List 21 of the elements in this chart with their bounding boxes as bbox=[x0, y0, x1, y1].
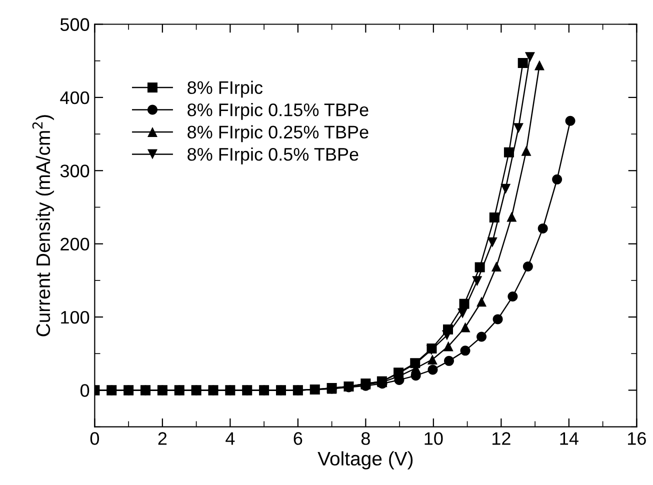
y-tick-label: 400 bbox=[60, 91, 90, 104]
x-tick-label: 6 bbox=[294, 432, 302, 445]
x-tick-label: 8 bbox=[361, 432, 370, 445]
legend-label: 8% FIrpic 0.5% TBPe bbox=[188, 148, 358, 164]
x-tick-label: 10 bbox=[424, 432, 443, 445]
x-tick-label: 0 bbox=[90, 432, 99, 445]
y-tick-label: 0 bbox=[80, 384, 90, 397]
legend-label: 8% FIrpic 0.15% TBPe bbox=[188, 103, 368, 120]
y-tick-label: 100 bbox=[61, 310, 90, 324]
legend-label: 8% FIrpic bbox=[188, 80, 263, 98]
y-tick-label: 300 bbox=[60, 164, 90, 178]
x-axis-title: Voltage (V) bbox=[318, 451, 413, 470]
legend-label: 8% FIrpic 0.25% TBPe bbox=[188, 125, 368, 142]
y-axis-title: Current Density (mA/cm$^{2}$) bbox=[32, 115, 54, 336]
x-tick-label: 4 bbox=[226, 432, 235, 445]
x-tick-label: 16 bbox=[628, 432, 646, 445]
x-tick-label: 2 bbox=[158, 432, 167, 445]
x-tick-label: 12 bbox=[492, 432, 510, 445]
y-tick-label: 500 bbox=[60, 18, 90, 31]
y-tick-label: 200 bbox=[60, 238, 90, 251]
x-tick-label: 14 bbox=[560, 432, 578, 445]
